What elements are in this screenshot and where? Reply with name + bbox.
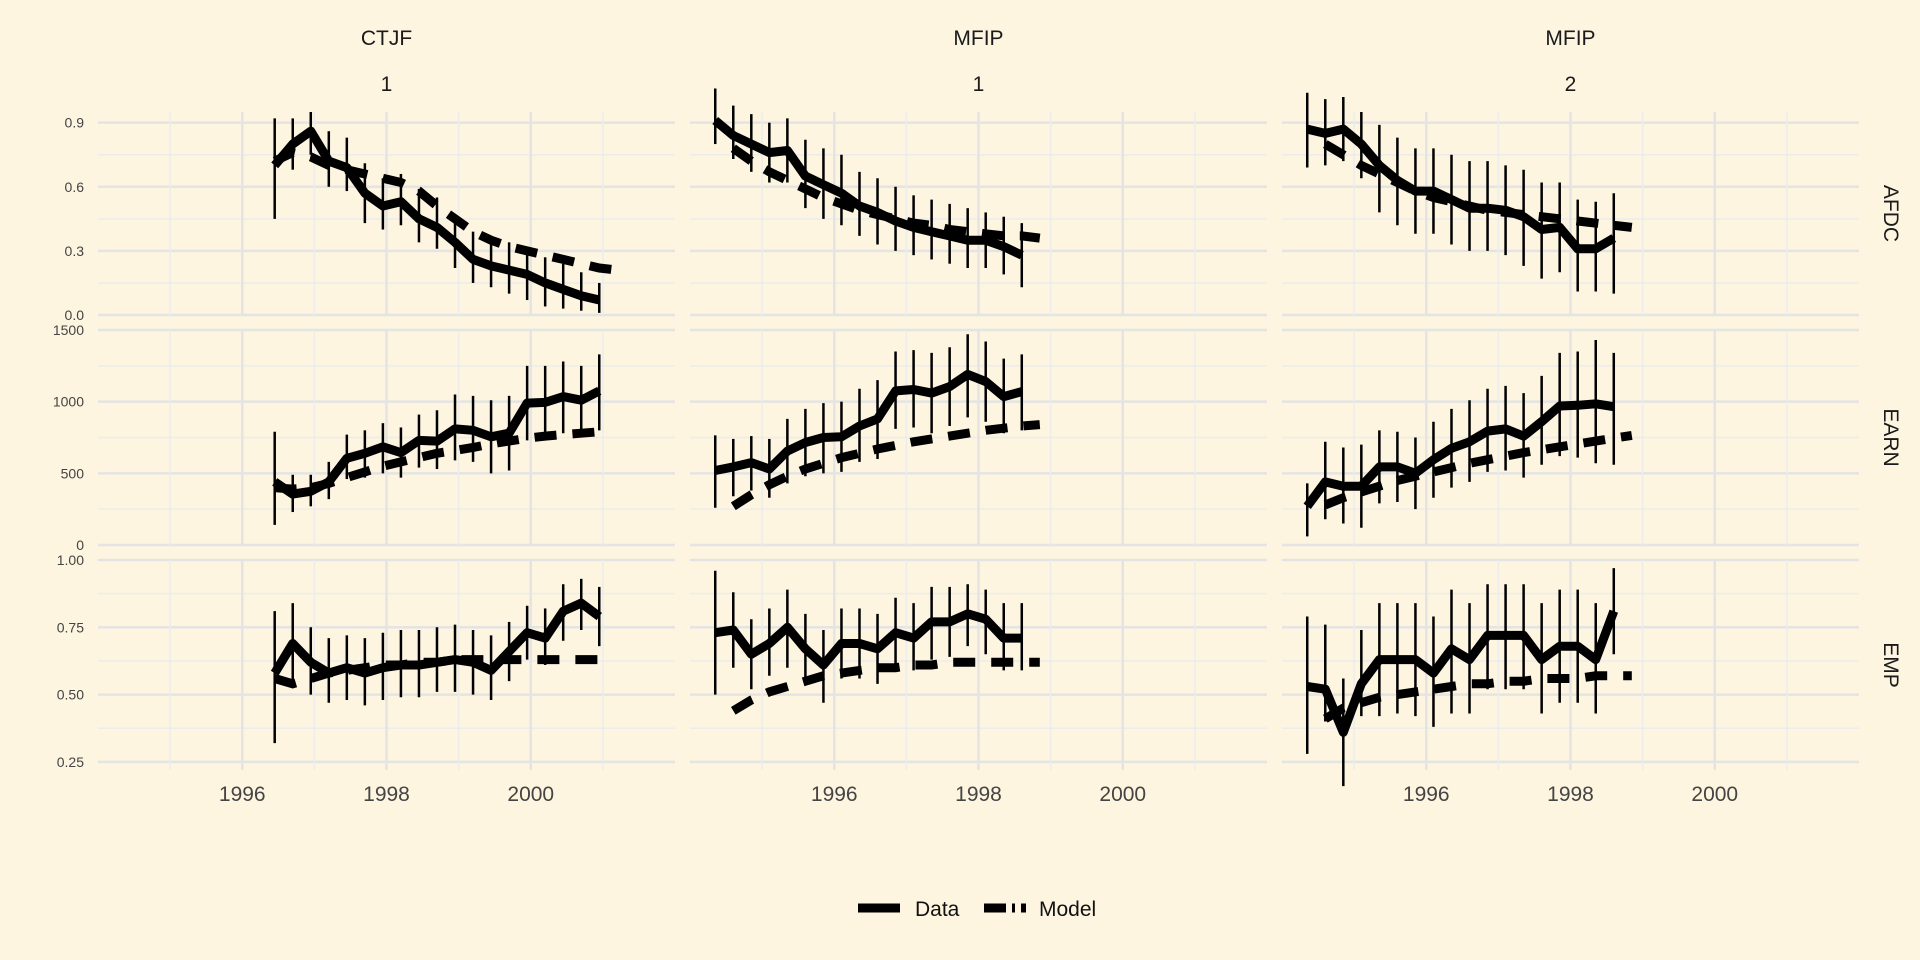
- facet-column-sublabel: 1: [381, 73, 393, 96]
- y-tick-label: 1500: [53, 322, 84, 338]
- data-series-line: [714, 369, 1023, 475]
- legend-model-label: Model: [1039, 898, 1096, 921]
- facet-column-label: MFIP: [953, 27, 1003, 50]
- y-tick-label: 0.50: [57, 687, 84, 703]
- x-tick-label: 1998: [363, 783, 410, 806]
- x-tick-label: 1998: [955, 783, 1002, 806]
- data-series-line: [714, 609, 1022, 670]
- y-tick-label: 0.3: [65, 243, 85, 259]
- legend: Data Model: [858, 898, 1096, 921]
- data-series-line: [712, 117, 1024, 260]
- facet-column-label: MFIP: [1545, 27, 1595, 50]
- facet-column-label: CTJF: [361, 27, 412, 50]
- y-tick-label: 0.75: [57, 619, 84, 635]
- y-tick-label: 0.9: [65, 115, 85, 131]
- x-tick-label: 1996: [811, 783, 858, 806]
- x-tick-label: 2000: [1099, 783, 1146, 806]
- y-tick-label: 0: [76, 537, 84, 553]
- x-tick-label: 1996: [1403, 783, 1450, 806]
- y-tick-label: 0.0: [65, 307, 85, 323]
- model-series-line: [730, 420, 1041, 511]
- data-series-line: [271, 126, 601, 305]
- model-series-line: [272, 147, 618, 275]
- y-tick-label: 1.00: [57, 552, 84, 568]
- data-series-line: [270, 598, 602, 678]
- model-series-line: [730, 144, 1041, 243]
- model-series-line: [1323, 430, 1633, 510]
- y-tick-label: 500: [61, 465, 85, 481]
- data-series-line: [1306, 124, 1617, 254]
- data-series-line: [1306, 609, 1619, 737]
- x-tick-label: 1998: [1547, 783, 1594, 806]
- facet-row-label: EMP: [1879, 642, 1902, 688]
- data-series-line: [272, 386, 602, 499]
- x-tick-label: 1996: [219, 783, 266, 806]
- data-series-line: [1303, 399, 1615, 509]
- y-tick-label: 1000: [53, 394, 84, 410]
- facet-row-label: EARN: [1879, 408, 1902, 466]
- model-series-line: [1323, 671, 1632, 723]
- x-tick-label: 2000: [507, 783, 554, 806]
- facet-row-label: AFDC: [1879, 185, 1902, 242]
- facet-column-sublabel: 2: [1565, 73, 1577, 96]
- y-tick-label: 0.6: [65, 179, 85, 195]
- x-tick-label: 2000: [1691, 783, 1738, 806]
- y-tick-label: 0.25: [57, 754, 84, 770]
- legend-data-label: Data: [915, 898, 960, 921]
- model-series-line: [730, 657, 1040, 715]
- facet-column-sublabel: 1: [973, 73, 985, 96]
